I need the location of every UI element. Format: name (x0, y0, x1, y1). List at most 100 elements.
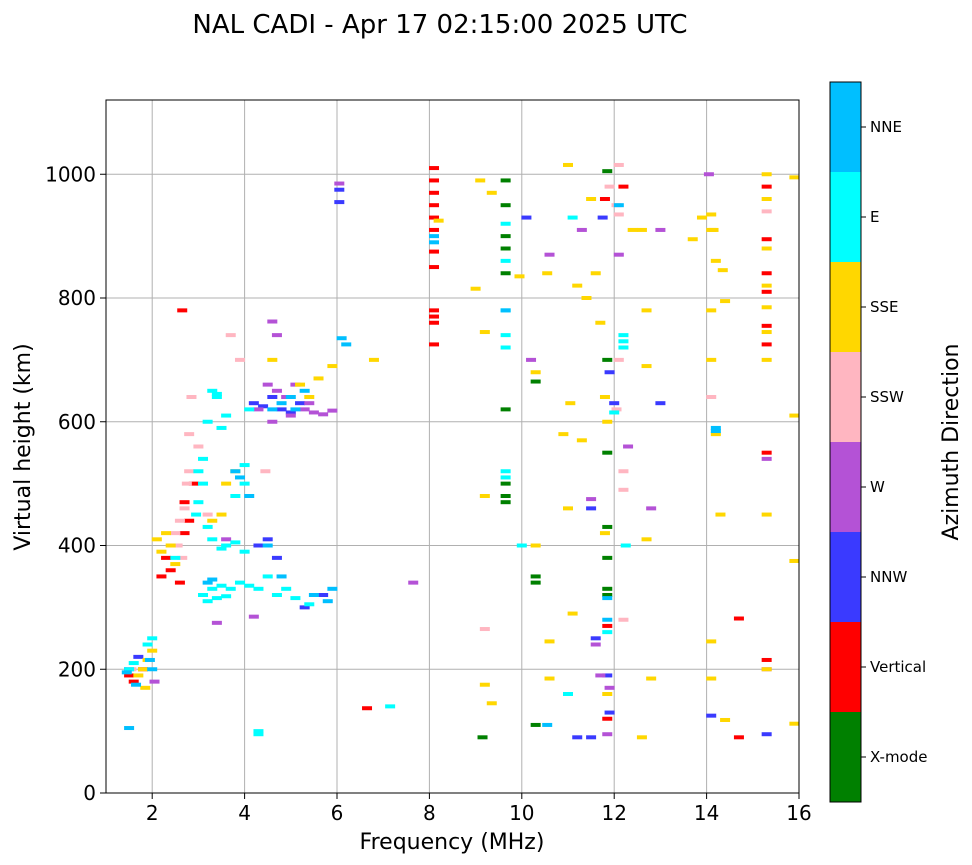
data-point-sse (576, 438, 587, 443)
data-point-nnw (299, 605, 310, 610)
data-point-nne (429, 234, 440, 239)
data-point-vertical (761, 289, 772, 294)
data-point-nnw (597, 215, 608, 220)
data-point-e (211, 596, 222, 601)
colorbar-segment-w (830, 442, 861, 532)
data-point-nnw (586, 735, 597, 740)
data-point-sse (151, 537, 162, 542)
data-point-sse (627, 227, 638, 232)
data-point-nne (267, 407, 278, 412)
data-point-e (225, 586, 236, 591)
data-point-e (211, 395, 222, 399)
data-point-sse (133, 673, 144, 678)
data-point-sse (563, 162, 573, 167)
data-point-sse (715, 512, 726, 517)
data-point-nnw (521, 215, 532, 220)
data-point-nne (234, 475, 245, 480)
colorbar-segment-x-mode (830, 712, 861, 802)
data-point-ssw (177, 555, 188, 560)
data-point-sse (486, 701, 497, 706)
data-point-e (193, 500, 204, 505)
data-point-sse (761, 330, 772, 335)
data-point-e (221, 543, 232, 548)
data-point-e (500, 345, 511, 350)
data-point-e (500, 258, 511, 263)
data-point-sse (475, 178, 486, 183)
data-point-vertical (602, 623, 613, 628)
data-point-w (211, 620, 222, 625)
data-point-w (271, 333, 282, 338)
data-point-ssw (174, 518, 185, 523)
data-point-e (618, 339, 629, 344)
colorbar-segment-vertical (830, 622, 861, 712)
data-point-nnw (572, 735, 583, 740)
data-point-sse (761, 197, 772, 201)
data-point-nne (322, 599, 333, 604)
data-point-e (500, 221, 511, 226)
data-point-nne (147, 667, 158, 672)
x-tick-label: 14 (694, 801, 719, 825)
data-point-sse (706, 639, 717, 644)
data-point-nnw (258, 404, 269, 409)
data-point-vertical (429, 342, 440, 347)
data-point-ssw (202, 512, 213, 517)
data-point-w (327, 408, 338, 413)
data-point-e (207, 586, 218, 591)
data-point-vertical (174, 580, 185, 585)
data-point-nne (207, 577, 218, 582)
data-point-e (193, 469, 204, 474)
data-point-vertical (761, 271, 772, 276)
data-point-vertical (184, 518, 195, 523)
data-point-sse (636, 735, 647, 740)
data-point-ssw (172, 543, 183, 548)
data-point-sse (433, 218, 444, 223)
data-point-x-mode (530, 580, 541, 585)
data-point-sse (761, 357, 772, 362)
colorbar-label: Azimuth Direction (939, 343, 964, 540)
data-point-sse (137, 667, 148, 672)
data-point-sse (687, 237, 698, 242)
data-point-sse (479, 330, 490, 335)
data-point-sse (572, 283, 583, 288)
data-point-nnw (706, 713, 717, 718)
data-point-e (198, 593, 209, 597)
data-point-e (253, 732, 264, 737)
data-point-nnw (253, 543, 264, 548)
data-point-x-mode (602, 450, 613, 455)
data-point-sse (710, 432, 721, 437)
data-point-nne (290, 407, 301, 412)
data-point-w (271, 388, 282, 393)
data-point-nnw (295, 401, 306, 406)
data-point-sse (470, 286, 481, 291)
data-point-nne (327, 586, 338, 591)
data-point-x-mode (500, 246, 511, 251)
data-point-sse (789, 175, 800, 180)
data-point-sse (599, 531, 610, 536)
x-axis-label: Frequency (MHz) (360, 830, 545, 855)
y-tick-label: 0 (83, 781, 96, 805)
data-point-ssw (611, 407, 622, 412)
data-point-sse (486, 190, 497, 195)
data-point-sse (706, 212, 717, 217)
data-point-sse (165, 543, 176, 548)
data-point-w (604, 685, 615, 690)
data-point-nne (124, 726, 135, 731)
colorbar: X-mode Vertical NNW W SSW SSE E NNE (829, 81, 927, 803)
data-point-w (267, 319, 278, 324)
y-tick-label: 800 (58, 286, 96, 310)
data-point-sse (706, 308, 717, 313)
data-point-nnw (271, 555, 282, 560)
data-point-sse (156, 549, 167, 554)
data-point-sse (567, 611, 578, 616)
data-point-sse (216, 512, 227, 517)
data-point-e (216, 583, 227, 588)
data-point-nne (602, 617, 613, 622)
data-point-vertical (761, 323, 772, 328)
data-point-e (202, 419, 213, 424)
data-point-e (290, 596, 301, 601)
data-point-nne (121, 670, 132, 675)
data-point-ssw (170, 531, 181, 536)
data-point-nnw (590, 636, 601, 641)
data-point-nnw (586, 506, 597, 511)
